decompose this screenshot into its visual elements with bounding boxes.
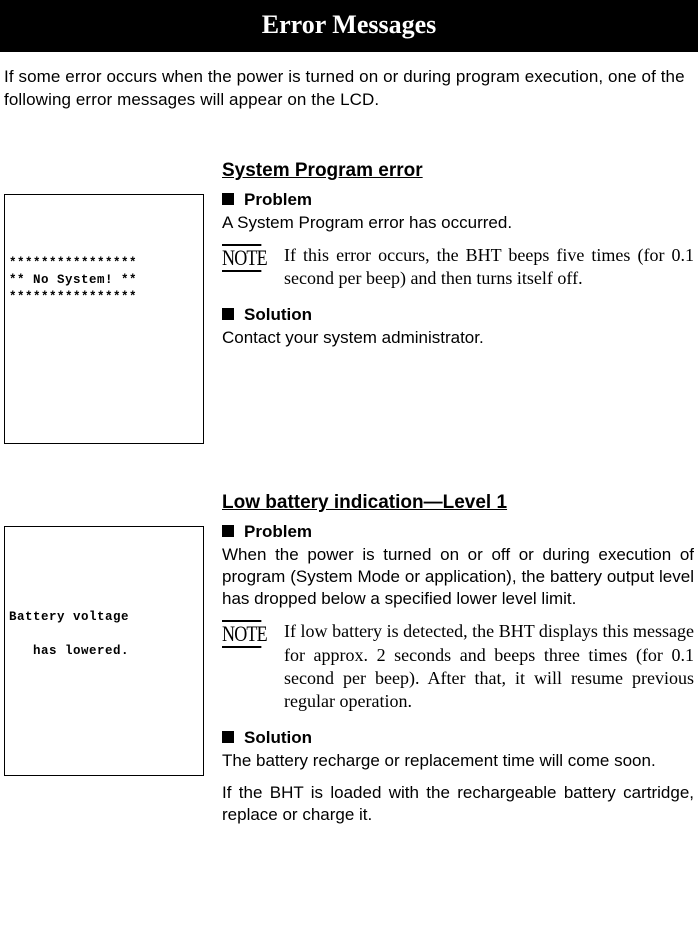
text-column: Low battery indication—Level 1 Problem W… [222, 492, 694, 836]
lcd-screen: Battery voltage has lowered. [4, 526, 204, 776]
lcd-column: **************** ** No System! ** ******… [4, 160, 222, 444]
paragraph: Contact your system administrator. [222, 327, 694, 349]
note-row: NOTE If this error occurs, the BHT beeps… [222, 244, 694, 291]
note-icon: NOTE [222, 244, 261, 272]
square-bullet-icon [222, 193, 234, 205]
subheading-label: Solution [244, 305, 312, 324]
lcd-column: Battery voltage has lowered. [4, 492, 222, 776]
subheading-problem: Problem [222, 522, 694, 542]
section-title: System Program error [222, 160, 694, 182]
paragraph: A System Program error has occurred. [222, 212, 694, 234]
square-bullet-icon [222, 525, 234, 537]
page-title: Error Messages [262, 10, 437, 39]
paragraph: If the BHT is loaded with the rechargeab… [222, 782, 694, 826]
square-bullet-icon [222, 308, 234, 320]
paragraph: The battery recharge or replacement time… [222, 750, 694, 772]
subheading-label: Problem [244, 522, 312, 541]
error-section: **************** ** No System! ** ******… [0, 160, 698, 444]
text-column: System Program error Problem A System Pr… [222, 160, 694, 359]
subheading-solution: Solution [222, 305, 694, 325]
square-bullet-icon [222, 731, 234, 743]
subheading-label: Problem [244, 190, 312, 209]
note-text: If this error occurs, the BHT beeps five… [284, 244, 694, 291]
lcd-text: Battery voltage has lowered. [5, 609, 203, 660]
subheading-solution: Solution [222, 728, 694, 748]
subheading-problem: Problem [222, 190, 694, 210]
paragraph: When the power is turned on or off or du… [222, 544, 694, 610]
note-text: If low battery is detected, the BHT disp… [284, 620, 694, 714]
section-title: Low battery indication—Level 1 [222, 492, 694, 514]
note-icon: NOTE [222, 620, 261, 648]
lcd-screen: **************** ** No System! ** ******… [4, 194, 204, 444]
page-header: Error Messages [0, 0, 698, 52]
intro-paragraph: If some error occurs when the power is t… [0, 52, 698, 112]
lcd-text: **************** ** No System! ** ******… [5, 255, 203, 306]
error-section: Battery voltage has lowered. Low battery… [0, 492, 698, 836]
note-row: NOTE If low battery is detected, the BHT… [222, 620, 694, 714]
subheading-label: Solution [244, 728, 312, 747]
